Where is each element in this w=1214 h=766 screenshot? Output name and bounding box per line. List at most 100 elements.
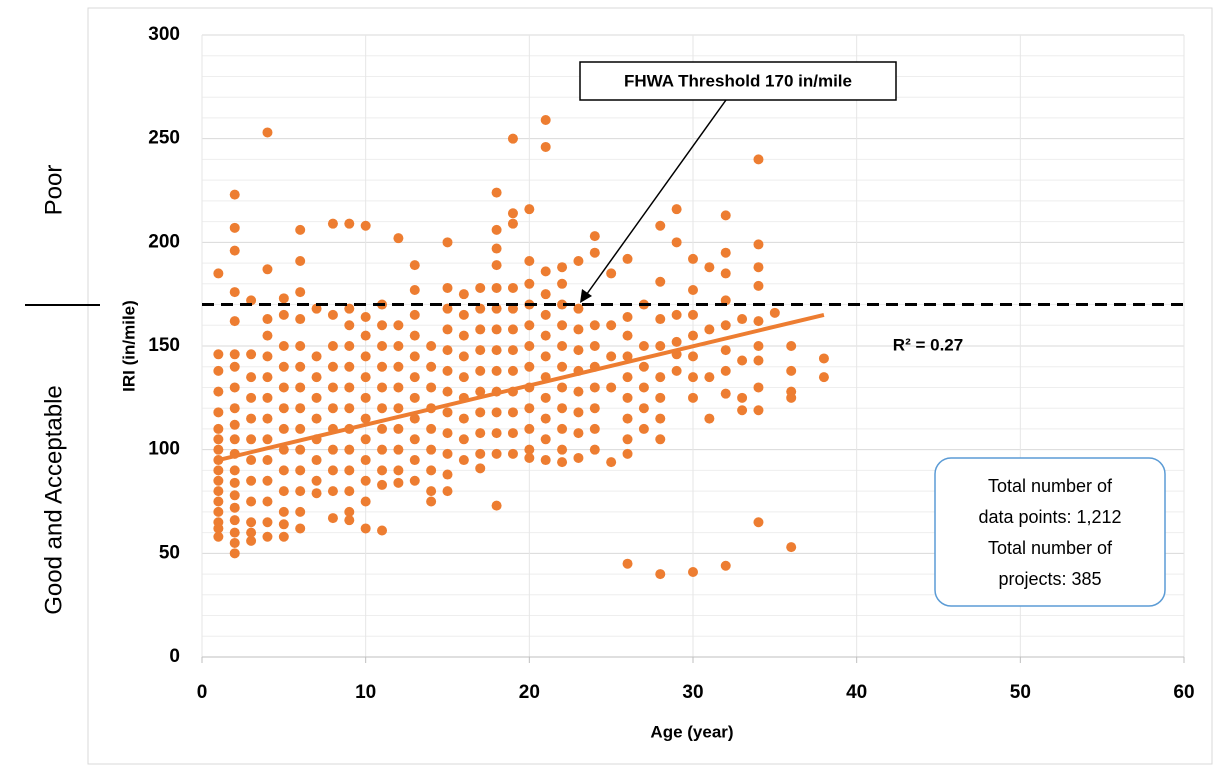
point: [262, 330, 273, 341]
point: [246, 517, 257, 528]
y-tick-label: 50: [159, 542, 180, 563]
x-tick-label: 0: [197, 682, 208, 703]
x-tick-label: 20: [519, 682, 540, 703]
point: [213, 531, 224, 542]
point: [213, 444, 224, 455]
point: [278, 361, 289, 372]
point: [458, 351, 469, 362]
point: [246, 392, 257, 403]
point: [278, 465, 289, 476]
point: [246, 372, 257, 383]
point: [655, 372, 666, 383]
point: [573, 345, 584, 356]
point: [229, 361, 240, 372]
point: [229, 349, 240, 360]
point: [557, 423, 568, 434]
point: [295, 423, 306, 434]
zone-label: Poor: [40, 165, 67, 216]
point: [262, 434, 273, 445]
point: [442, 407, 453, 418]
point: [589, 341, 600, 351]
point: [475, 365, 486, 376]
point: [295, 224, 306, 235]
point: [737, 314, 748, 325]
point: [622, 434, 633, 445]
point: [507, 428, 518, 439]
point: [409, 372, 420, 383]
point: [442, 386, 453, 397]
point: [524, 255, 535, 266]
point: [278, 506, 289, 517]
point: [262, 264, 273, 275]
point: [507, 324, 518, 335]
point: [786, 392, 797, 403]
point: [426, 444, 437, 455]
point: [688, 351, 698, 362]
point: [540, 413, 551, 424]
point: [720, 365, 731, 376]
y-axis-title: IRI (in/mile): [119, 300, 138, 392]
point: [458, 455, 469, 466]
point: [229, 382, 240, 393]
point: [278, 531, 289, 542]
point: [589, 320, 600, 331]
point: [720, 560, 731, 571]
point: [786, 365, 797, 376]
point: [409, 285, 420, 296]
point: [524, 320, 535, 331]
point: [377, 382, 388, 393]
point: [213, 496, 224, 507]
point: [426, 465, 437, 476]
point: [524, 204, 535, 215]
point: [507, 345, 518, 356]
point: [311, 413, 322, 424]
point: [311, 475, 322, 486]
point: [524, 361, 535, 372]
point: [491, 407, 502, 418]
point: [491, 448, 502, 459]
point: [557, 403, 568, 414]
point: [409, 413, 420, 424]
point: [344, 320, 355, 331]
point: [622, 330, 633, 341]
point: [344, 506, 355, 517]
point: [360, 311, 371, 322]
point: [720, 210, 731, 221]
point: [213, 465, 224, 476]
point: [262, 372, 273, 383]
point: [638, 361, 649, 372]
point: [655, 314, 666, 325]
point: [507, 407, 518, 418]
point: [638, 382, 649, 393]
point: [295, 341, 306, 351]
point: [818, 353, 829, 364]
point: [475, 345, 486, 356]
point: [557, 444, 568, 455]
point: [458, 413, 469, 424]
point: [524, 444, 535, 455]
x-tick-label: 10: [355, 682, 376, 703]
point: [655, 220, 666, 231]
point: [409, 434, 420, 445]
point: [278, 382, 289, 393]
point: [671, 309, 682, 320]
point: [262, 517, 273, 528]
point: [360, 372, 371, 383]
point: [540, 330, 551, 341]
point: [409, 309, 420, 320]
point: [360, 220, 371, 231]
point: [409, 330, 420, 341]
point: [229, 527, 240, 538]
point: [360, 496, 371, 507]
point: [246, 455, 257, 466]
point: [606, 457, 617, 468]
point: [311, 455, 322, 466]
point: [377, 444, 388, 455]
x-axis-title: Age (year): [650, 722, 733, 741]
point: [295, 506, 306, 517]
point: [589, 382, 600, 393]
point: [540, 266, 551, 277]
point: [360, 413, 371, 424]
y-tick-label: 250: [148, 128, 180, 149]
point: [458, 434, 469, 445]
